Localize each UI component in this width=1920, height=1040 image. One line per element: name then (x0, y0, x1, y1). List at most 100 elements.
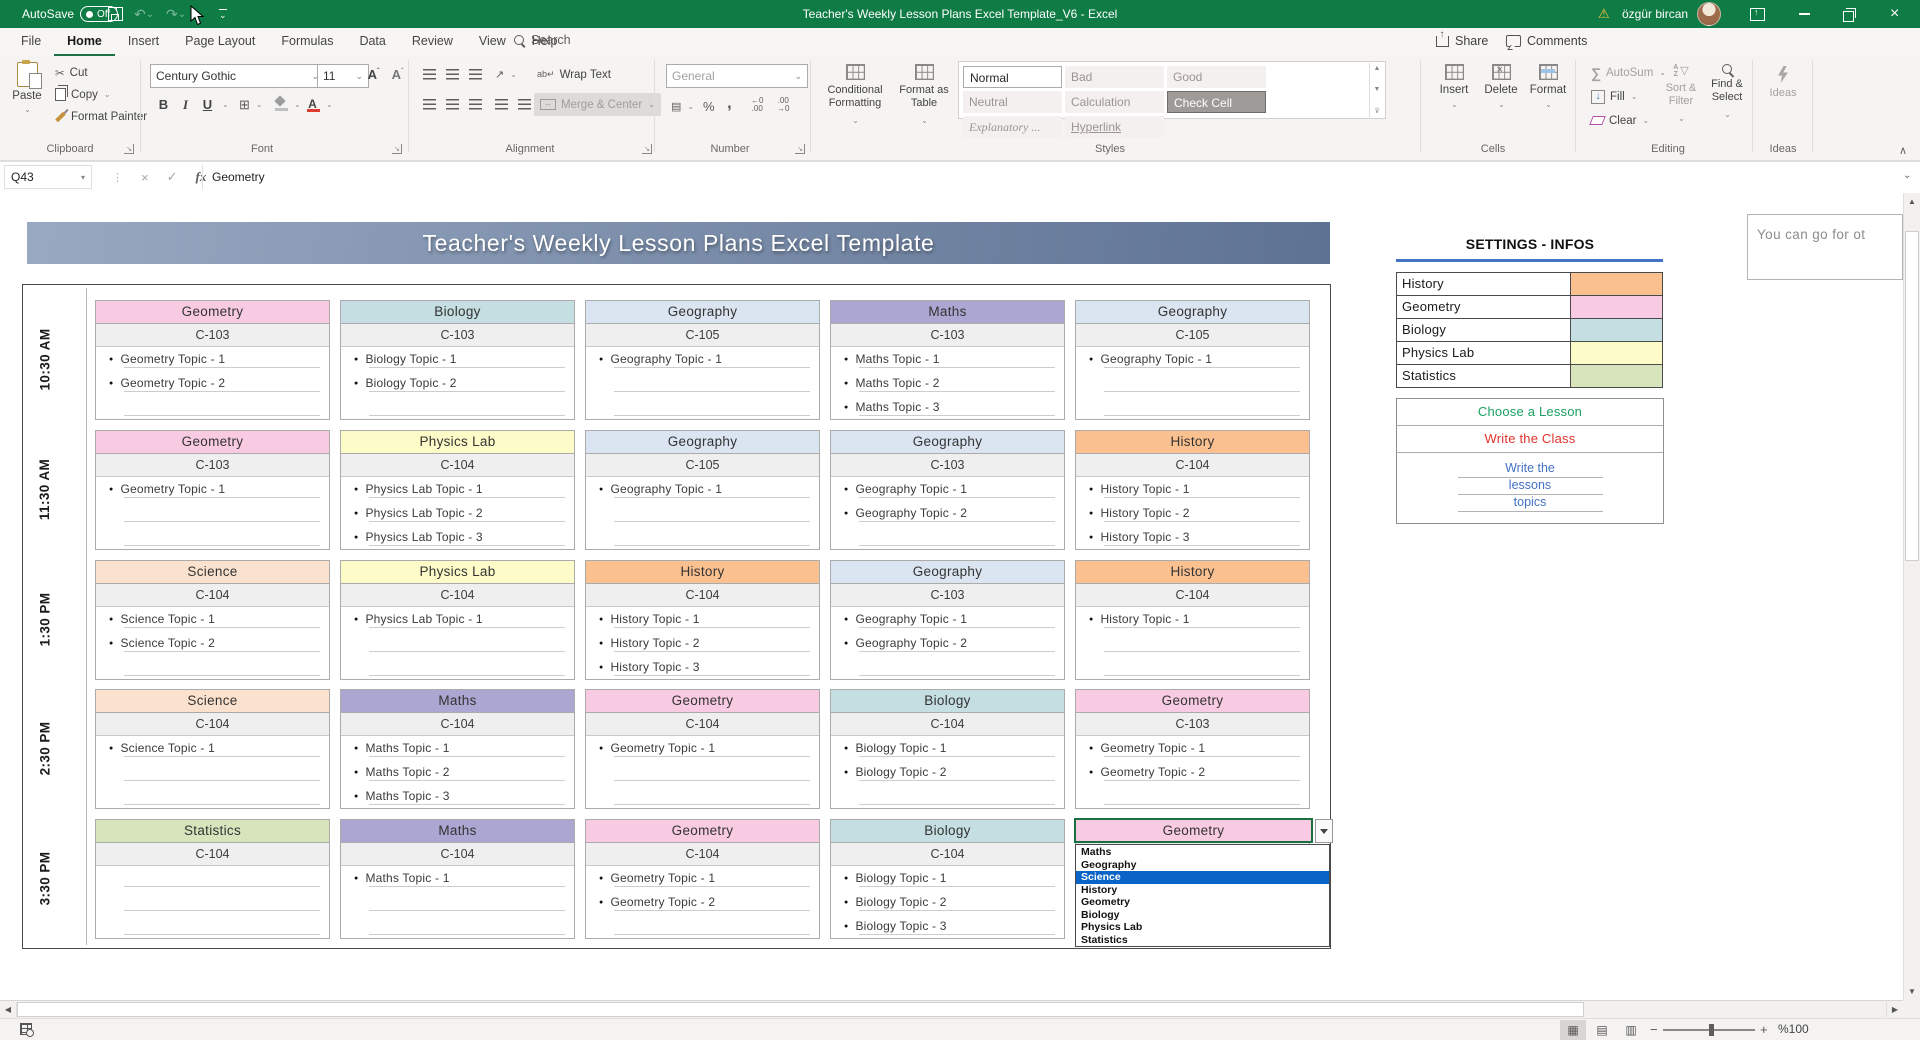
lesson-card[interactable]: Geography C-105 ● Geography Topic - 1 (1075, 300, 1310, 420)
ideas-button[interactable]: Ideas (1760, 66, 1806, 100)
card-subject[interactable]: Geography (831, 431, 1064, 454)
legend-swatch[interactable] (1571, 319, 1663, 341)
percent-style-button[interactable]: % (700, 96, 718, 117)
gallery-scrollbar[interactable]: ▲ ▼ ⊽ (1369, 63, 1384, 117)
zoom-level[interactable]: %100 (1778, 1022, 1809, 1036)
card-topic[interactable]: ● Geography Topic - 1 (586, 477, 819, 501)
align-middle-button[interactable] (443, 64, 462, 85)
lesson-card[interactable]: Geography C-103 ● Geography Topic - 1 ● Geogr… (830, 430, 1065, 550)
card-class[interactable]: C-104 (96, 843, 329, 866)
fill-color-button[interactable]: ⌄ (270, 94, 304, 115)
dropdown-arrow-button[interactable] (1315, 819, 1333, 843)
vertical-scroll-thumb[interactable] (1905, 231, 1919, 561)
bold-button[interactable]: B (158, 97, 169, 112)
card-topic[interactable] (831, 525, 1064, 549)
card-topic[interactable] (1076, 784, 1309, 808)
card-subject[interactable]: History (586, 561, 819, 584)
card-topic[interactable] (1076, 631, 1309, 655)
confirm-entry-icon[interactable]: ✓ (166, 169, 178, 184)
alignment-dialog-launcher-icon[interactable] (642, 144, 652, 154)
card-class[interactable]: C-104 (1076, 584, 1309, 607)
card-topic[interactable] (96, 501, 329, 525)
font-color-button[interactable]: A ⌄ (302, 94, 336, 115)
card-topic[interactable]: ● Geography Topic - 1 (586, 347, 819, 371)
card-class[interactable]: C-104 (341, 454, 574, 477)
card-subject[interactable]: Maths (341, 820, 574, 843)
lesson-card[interactable]: Geography C-105 ● Geography Topic - 1 (585, 430, 820, 550)
lesson-card[interactable]: Science C-104 ● Science Topic - 1 (95, 689, 330, 809)
tab-help[interactable]: Help (531, 34, 558, 48)
card-topic[interactable]: ● Biology Topic - 1 (831, 736, 1064, 760)
card-subject[interactable]: Geometry (586, 690, 819, 713)
card-class[interactable]: C-104 (341, 584, 574, 607)
card-class[interactable]: C-103 (96, 324, 329, 347)
card-topic[interactable]: ● History Topic - 3 (1076, 525, 1309, 549)
card-topic[interactable] (341, 655, 574, 679)
zoom-slider-thumb[interactable] (1709, 1024, 1714, 1036)
legend-swatch[interactable] (1571, 296, 1663, 318)
legend-swatch[interactable] (1571, 273, 1663, 295)
dropdown-item-biology[interactable]: Biology (1081, 908, 1120, 921)
minimize-button[interactable] (1799, 0, 1810, 28)
number-format-select[interactable]: General ⌄ (666, 64, 808, 88)
comma-style-button[interactable]: , (724, 92, 735, 113)
dropdown-item-physics-lab[interactable]: Physics Lab (1081, 921, 1143, 933)
card-topic[interactable] (586, 760, 819, 784)
clear-button[interactable]: Clear ⌄ (1588, 110, 1652, 131)
lesson-card[interactable]: Geography C-105 ● Geography Topic - 1 (585, 300, 820, 420)
card-topic[interactable]: ● Maths Topic - 2 (341, 760, 574, 784)
card-subject[interactable]: History (1076, 431, 1309, 454)
page-break-view-button[interactable]: ▥ (1625, 1023, 1637, 1037)
card-topic[interactable]: ● Science Topic - 1 (96, 736, 329, 760)
card-class[interactable]: C-103 (1076, 713, 1309, 736)
card-class[interactable]: C-104 (96, 584, 329, 607)
cell-style-neutral[interactable]: Neutral (963, 91, 1062, 113)
lesson-card[interactable]: Maths C-103 ● Maths Topic - 1 ● Maths Topic -… (830, 300, 1065, 420)
card-topic[interactable] (96, 655, 329, 679)
card-topic[interactable]: ● Geography Topic - 2 (831, 501, 1064, 525)
accounting-format-button[interactable]: ▤ ⌄ (668, 96, 697, 117)
insert-function-button[interactable]: fx (195, 169, 207, 184)
card-subject[interactable]: Science (96, 690, 329, 713)
autosave-toggle[interactable]: AutoSave Off (22, 0, 119, 28)
ribbon-display-options-button[interactable] (1750, 0, 1765, 28)
card-topic[interactable]: ● Biology Topic - 3 (831, 914, 1064, 938)
dropdown-item-history[interactable]: History (1081, 883, 1118, 896)
card-topic[interactable]: ● History Topic - 2 (586, 631, 819, 655)
card-topic[interactable]: ● Geometry Topic - 1 (96, 347, 329, 371)
card-class[interactable]: C-104 (586, 713, 819, 736)
card-subject[interactable]: Biology (831, 690, 1064, 713)
card-subject[interactable]: Geometry (1076, 690, 1309, 713)
dropdown-item-maths[interactable]: Maths (1081, 846, 1112, 858)
card-topic[interactable]: ● Geometry Topic - 2 (1076, 760, 1309, 784)
redo-button[interactable]: ↷ ⌄ (166, 5, 187, 22)
cell-style-hyperlink[interactable]: Hyperlink (1065, 116, 1164, 138)
number-dialog-launcher-icon[interactable] (795, 144, 805, 154)
lesson-topic-lines[interactable]: Write the lessons topics (1397, 453, 1663, 523)
undo-button[interactable]: ↶ ⌄ (134, 5, 155, 22)
card-class[interactable]: C-103 (341, 324, 574, 347)
card-topic[interactable]: ● History Topic - 3 (586, 655, 819, 679)
card-class[interactable]: C-104 (96, 713, 329, 736)
card-class[interactable]: C-103 (831, 454, 1064, 477)
card-class[interactable]: C-105 (586, 454, 819, 477)
tab-file[interactable]: File (21, 34, 42, 48)
conditional-formatting-button[interactable]: Conditional Formatting ⌄ (820, 64, 890, 127)
tab-insert[interactable]: Insert (127, 34, 160, 48)
card-topic[interactable] (1076, 371, 1309, 395)
card-topic[interactable]: ● Maths Topic - 1 (341, 736, 574, 760)
card-topic[interactable]: ● History Topic - 1 (1076, 607, 1309, 631)
italic-button[interactable]: I (182, 96, 189, 112)
insert-cells-button[interactable]: Insert ⌄ (1432, 64, 1476, 109)
cell-style-good[interactable]: Good (1167, 66, 1266, 88)
share-button[interactable]: Share (1428, 29, 1496, 50)
clipboard-dialog-launcher-icon[interactable] (124, 144, 134, 154)
note-textbox[interactable]: You can go for ot (1747, 214, 1903, 280)
scroll-up-icon[interactable]: ▲ (1908, 197, 1916, 206)
card-topic[interactable]: ● Biology Topic - 2 (831, 760, 1064, 784)
card-topic[interactable] (341, 890, 574, 914)
card-topic[interactable]: ● Geography Topic - 1 (831, 477, 1064, 501)
legend-name[interactable]: Biology (1397, 319, 1571, 341)
card-topic[interactable]: ● Geography Topic - 1 (831, 607, 1064, 631)
card-topic[interactable]: ● History Topic - 2 (1076, 501, 1309, 525)
